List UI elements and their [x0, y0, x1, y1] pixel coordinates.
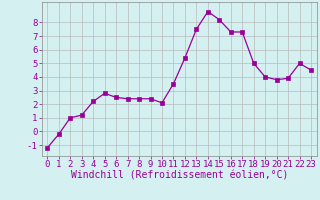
- X-axis label: Windchill (Refroidissement éolien,°C): Windchill (Refroidissement éolien,°C): [70, 171, 288, 181]
